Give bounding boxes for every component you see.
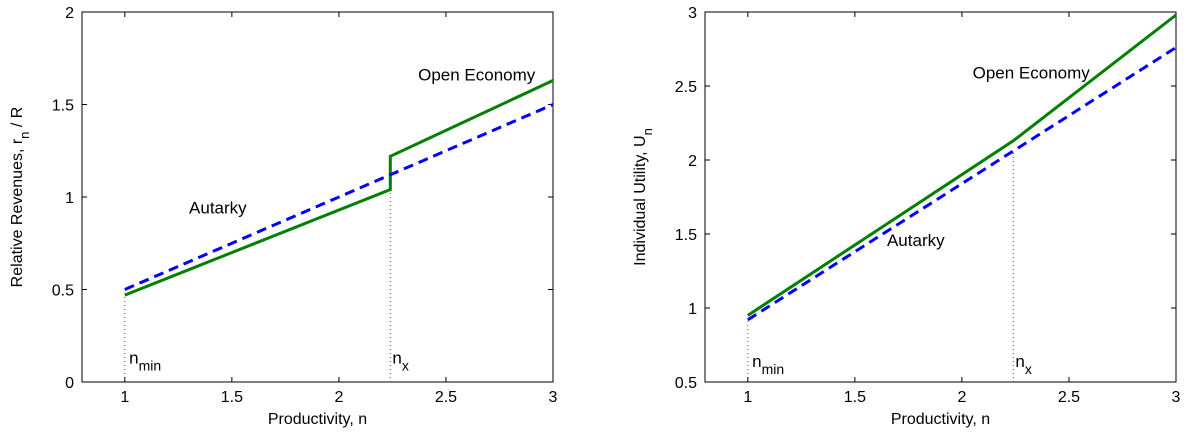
chart-panel-2: 1 1.5 2 2.5 3 0.5 1 1.5 2 2.5 3 Open Economy Autarky…	[632, 5, 1181, 428]
y-tick-label: 1.5	[675, 227, 697, 244]
annotation-n-x: nx	[392, 349, 408, 374]
y-tick-label: 1.5	[52, 98, 74, 115]
annotation-open-economy: Open Economy	[418, 65, 536, 84]
x-tick-label: 3	[549, 389, 558, 406]
series-line-dashed	[124, 103, 554, 291]
x-tick-label: 1	[743, 389, 752, 406]
x-tick-label: 2.5	[435, 389, 457, 406]
y-tick-label: 2	[65, 5, 74, 22]
x-tick-label: 1	[120, 389, 129, 406]
y-axis-label: Individual Utility, Un	[632, 128, 655, 266]
y-tick-label: 2	[688, 153, 697, 170]
annotation-n-min: nmin	[129, 349, 161, 374]
y-tick-label: 0.5	[52, 283, 74, 300]
x-tick-label: 3	[1172, 389, 1181, 406]
x-tick-label: 2	[334, 389, 343, 406]
annotation-open-economy: Open Economy	[973, 64, 1091, 83]
x-tick-label: 2.5	[1058, 389, 1080, 406]
plot-frame	[704, 11, 1177, 383]
series-line-solid	[124, 79, 554, 297]
annotation-autarky: Autarky	[189, 199, 247, 218]
y-tick-label: 3	[688, 5, 697, 22]
x-tick-label: 1.5	[844, 389, 866, 406]
series-line-dashed	[746, 46, 1177, 322]
y-tick-label: 1	[65, 190, 74, 207]
annotation-autarky: Autarky	[887, 231, 945, 250]
x-axis-label: Productivity, n	[268, 411, 367, 428]
x-tick-label: 2	[957, 389, 966, 406]
y-axis-label: Relative Revenues, rn / R	[9, 107, 32, 288]
y-tick-label: 1	[688, 301, 697, 318]
annotation-n-min: nmin	[752, 352, 784, 377]
x-axis-label: Productivity, n	[891, 411, 990, 428]
chart-panel-1: 1 1.5 2 2.5 3 0 0.5 1 1.5 2 Open Economy Autarky nmi…	[9, 5, 558, 428]
x-tick-label: 1.5	[221, 389, 243, 406]
y-tick-label: 2.5	[675, 79, 697, 96]
y-tick-label: 0	[65, 375, 74, 392]
annotation-n-x: nx	[1015, 352, 1031, 377]
y-tick-label: 0.5	[675, 375, 697, 392]
series-line-solid	[746, 13, 1177, 317]
